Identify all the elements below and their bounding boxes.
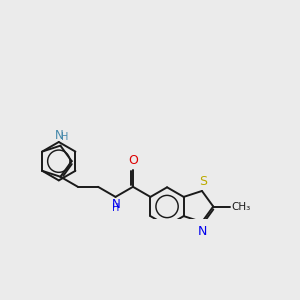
Text: N: N: [54, 128, 63, 142]
Text: S: S: [199, 176, 207, 188]
Text: H: H: [112, 203, 119, 213]
Text: N: N: [112, 197, 120, 211]
Text: CH₃: CH₃: [232, 202, 251, 212]
Text: H: H: [61, 131, 69, 142]
Text: N: N: [197, 225, 207, 238]
Text: O: O: [128, 154, 138, 167]
